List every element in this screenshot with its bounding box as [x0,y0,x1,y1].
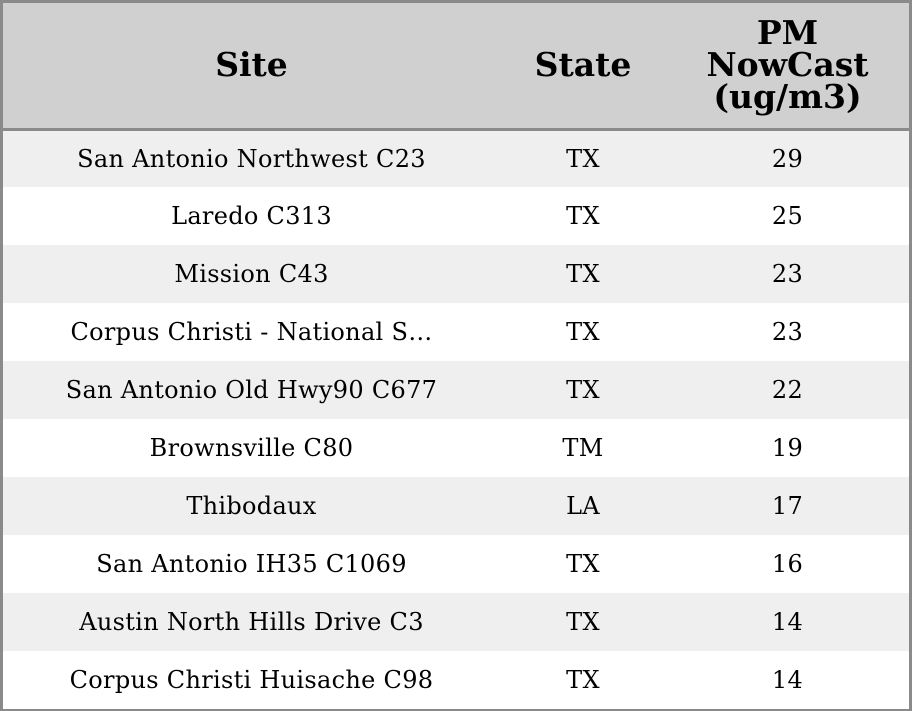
state-cell: TX [566,608,600,636]
site-cell: Laredo C313 [171,202,332,230]
table-row: Corpus Christi - National S… TX 23 [3,303,909,361]
table-body: San Antonio Northwest C23 TX 29 Laredo C313… [3,129,909,709]
state-cell: TM [562,434,604,462]
state-cell: TX [566,260,600,288]
pm-cell: 22 [771,376,804,404]
site-cell: San Antonio IH35 C1069 [96,550,407,578]
table-header: Site State PM NowCast (ug/m3) [3,3,909,129]
state-cell: TX [566,144,600,173]
site-cell: Austin North Hills Drive C3 [79,608,424,636]
header-cell: State [500,3,666,129]
state-cell: TX [566,666,600,694]
data-table: Site State PM NowCast (ug/m3) San Antoni… [3,3,909,709]
table-row: Thibodaux LA 17 [3,477,909,535]
pm-cell: 16 [771,550,804,578]
table-row: San Antonio IH35 C1069 TX 16 [3,535,909,593]
site-cell: San Antonio Northwest C23 [77,144,426,173]
state-cell: TX [566,318,600,346]
table-row: Brownsville C80 TM 19 [3,419,909,477]
table-row: San Antonio Old Hwy90 C677 TX 22 [3,361,909,419]
pm-cell: 23 [771,318,804,346]
header-cell: PM NowCast (ug/m3) [666,3,909,129]
header-text: PM NowCast (ug/m3) [706,13,869,117]
state-cell: LA [566,492,600,520]
site-cell: Mission C43 [174,260,329,288]
site-cell: San Antonio Old Hwy90 C677 [65,376,438,404]
pm-cell: 19 [771,434,804,462]
site-cell: Corpus Christi Huisache C98 [69,666,434,694]
table-row: Mission C43 TX 23 [3,245,909,303]
site-cell: Brownsville C80 [149,434,354,462]
table-row: Laredo C313 TX 25 [3,187,909,245]
table-row: San Antonio Northwest C23 TX 29 [3,129,909,187]
pm-cell: 17 [771,492,804,520]
state-cell: TX [566,550,600,578]
header-text: Site [215,45,288,85]
header-text: State [534,45,632,85]
header-row: Site State PM NowCast (ug/m3) [3,3,909,129]
state-cell: TX [566,376,600,404]
pm-cell: 29 [771,144,804,173]
site-cell: Corpus Christi - National S… [70,318,433,346]
header-cell: Site [3,3,500,129]
state-cell: TX [566,202,600,230]
table-row: Austin North Hills Drive C3 TX 14 [3,593,909,651]
pm-cell: 25 [771,202,804,230]
table-row: Corpus Christi Huisache C98 TX 14 [3,651,909,709]
pm-cell: 14 [771,608,804,636]
pm-cell: 14 [771,666,804,694]
site-cell: Thibodaux [186,492,317,520]
pm-cell: 23 [771,260,804,288]
